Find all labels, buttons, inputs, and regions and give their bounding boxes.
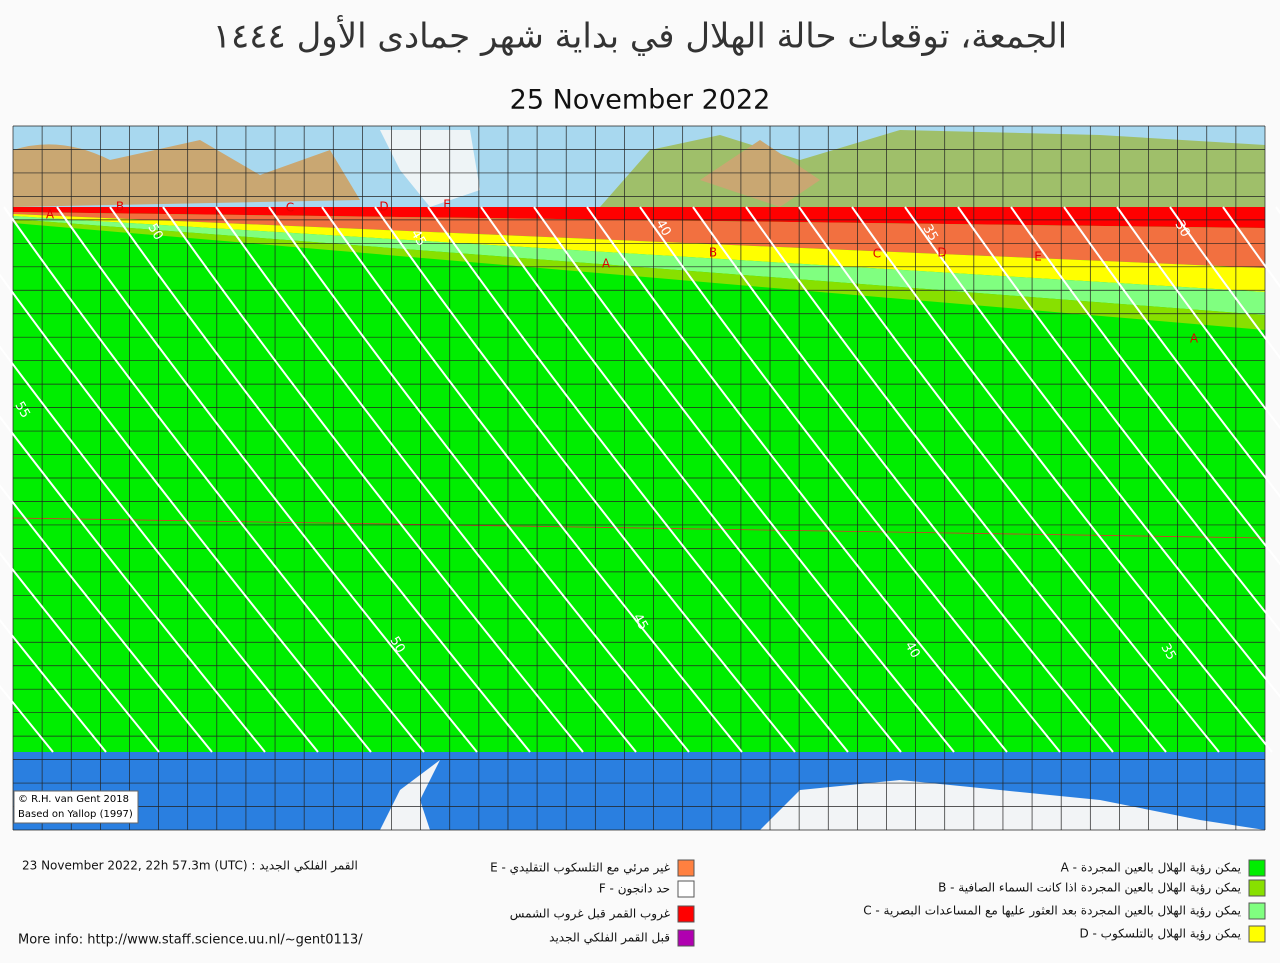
contour [0,551,160,753]
contour [533,206,955,753]
contour [692,206,1114,753]
legend-label: A - يمكن رؤية الهلال بالعين المجردة [1061,861,1241,876]
boundary-line [12,517,1266,539]
zone-label: D [937,246,946,260]
credit-box [13,790,139,824]
legend-swatch [1248,925,1266,943]
contour [1275,206,1280,215]
legend-label: قبل القمر الفلكي الجديد [549,931,670,946]
contour [374,206,796,753]
zone-label: B [116,200,124,214]
contour [0,345,319,753]
contour-label: 45 [629,611,650,633]
zone-label: A [602,257,611,271]
zone-e [13,212,1265,268]
contour [215,206,637,753]
legend-label: D - يمكن رؤية الهلال بالتلسكوب [1079,927,1241,942]
land [700,140,820,207]
contour [1010,206,1280,566]
legend-swatch [1248,879,1266,897]
map: 50 45 40 35 30 55 50 45 40 35 A B C D E A B C D E A © R.H. v… [0,125,1280,831]
title: الجمعة، توقعات حالة الهلال في بداية شهر … [213,15,1068,57]
contour [162,206,584,753]
contour [0,415,266,753]
zone-label: E [443,198,451,212]
legend-label: B - يمكن رؤية الهلال بالعين المجردة اذا … [938,881,1241,896]
zone-label: C [286,201,294,215]
land [13,140,360,207]
legend-swatch [1248,902,1266,920]
contour [480,206,902,753]
credit: © R.H. van Gent 2018 [18,794,129,805]
contour [268,206,690,753]
contour [745,206,1167,753]
contour-label: 55 [11,399,32,421]
legend: A - يمكن رؤية الهلال بالعين المجردة B - ي… [490,859,1266,947]
contour [0,484,213,753]
contour-label: 45 [407,227,428,249]
contour [56,206,478,753]
legend-swatch [1248,859,1266,877]
zone-label: A [46,208,55,222]
legend-swatch [677,905,695,923]
contour [1169,206,1280,360]
legend-label: F - حد دانجون [599,882,670,897]
credit: Based on Yallop (1997) [18,809,133,820]
contour [321,206,743,753]
zone-label: D [379,200,388,214]
contour-label: 50 [144,221,165,243]
zone-label: E [1034,250,1042,264]
conjunction: 23 November 2022, 22h 57.3m (UTC) : القم… [22,859,358,874]
legend-label: E - غير مرئي مع التلسكوب التقليدي [490,861,670,876]
contour-label: 30 [1171,218,1192,240]
contour [109,206,531,753]
contour [0,618,107,753]
legend-swatch [677,880,695,898]
contour-label: 40 [901,639,922,661]
legend-swatch [677,929,695,947]
contour [798,206,1220,753]
contour [586,206,1008,753]
legend-swatch [677,859,695,877]
contour [851,206,1273,753]
contour [904,206,1280,699]
zone-label: B [709,246,717,260]
legend-label: C - يمكن رؤية الهلال بالعين المجردة بعد … [863,904,1241,919]
contour [1116,206,1280,430]
antarctica [380,760,1265,830]
date: 25 November 2022 [510,85,771,116]
zone-label: A [1190,332,1199,346]
contour-label: 35 [919,222,940,244]
contour [1063,206,1280,498]
contour [0,273,372,753]
contour [427,206,849,753]
contour [1222,206,1280,289]
contour-label: 40 [652,217,673,239]
contour-label: 35 [1157,641,1178,663]
contour [639,206,1061,753]
zone-label: C [873,247,881,261]
land [600,130,1265,207]
info: More info: http://www.staff.science.uu.n… [18,933,363,948]
contour-label: 50 [386,634,407,656]
legend-label: غروب القمر قبل غروب الشمس [510,907,670,922]
contour [957,206,1280,633]
zone-b [13,219,1265,330]
contour [3,206,425,753]
